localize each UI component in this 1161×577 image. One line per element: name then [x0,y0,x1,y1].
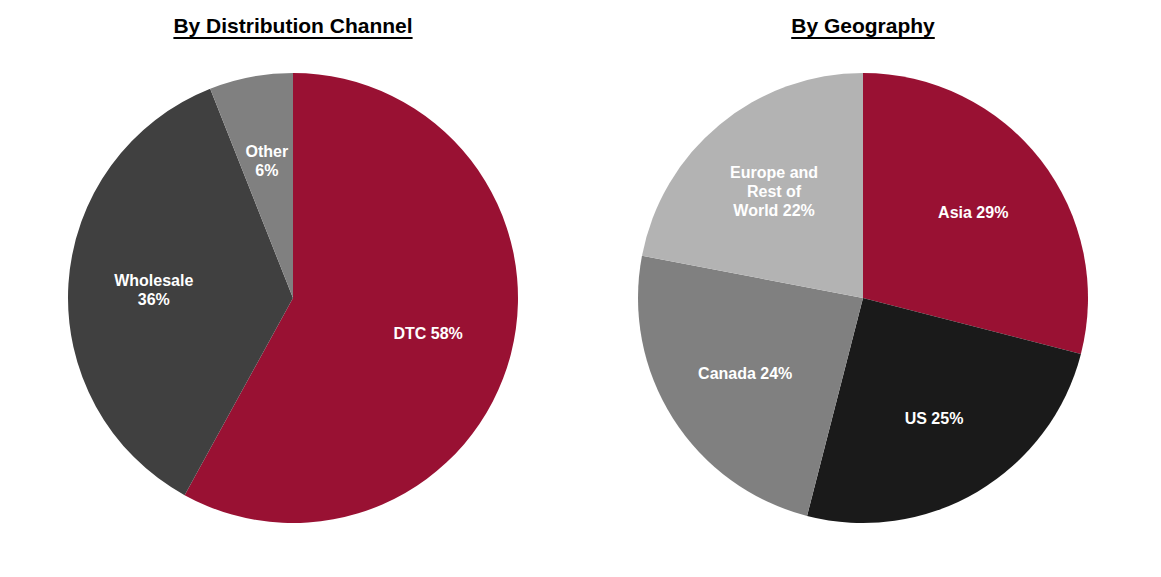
svg-text:Other6%: Other6% [246,143,289,179]
svg-text:Canada 24%: Canada 24% [698,364,792,381]
svg-text:Europe andRest ofWorld 22%: Europe andRest ofWorld 22% [730,163,818,218]
svg-text:US 25%: US 25% [905,410,964,427]
svg-text:Wholesale36%: Wholesale36% [114,271,193,307]
svg-text:Asia 29%: Asia 29% [938,204,1008,221]
html-text:By Geography: By Geography [791,14,935,37]
svg-text:DTC 58%: DTC 58% [393,324,462,341]
html-text:By Distribution Channel: By Distribution Channel [173,14,413,37]
